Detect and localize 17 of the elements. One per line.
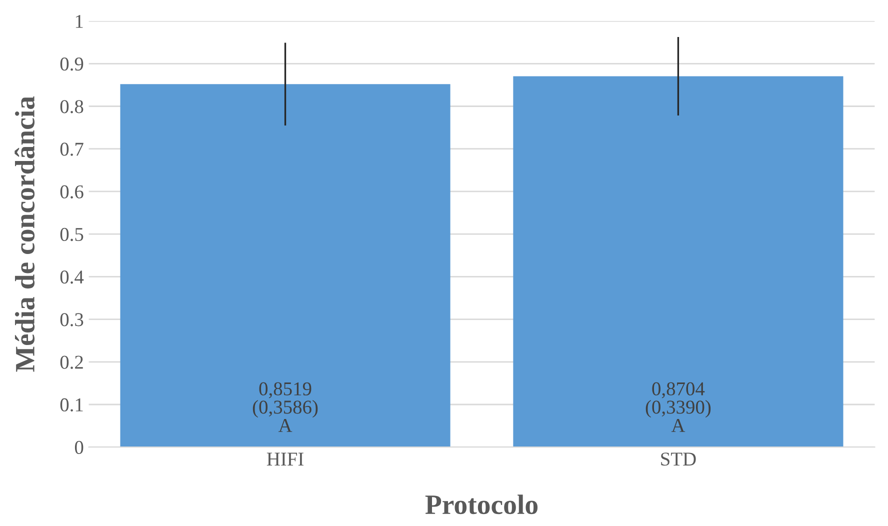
y-tick-label: 0.8 — [60, 100, 84, 114]
y-tick-label: 0.7 — [60, 142, 84, 156]
y-tick-label: 0.2 — [60, 356, 83, 369]
data-label: 0,8519 (0,3586) A — [252, 382, 318, 432]
y-tick-label: 0.3 — [60, 313, 84, 326]
y-tick-label: 0 — [74, 440, 84, 454]
y-tick-label: 0.1 — [60, 398, 83, 412]
y-tick-label: 0.6 — [60, 185, 84, 198]
x-axis-title: Protocolo — [425, 494, 538, 514]
y-tick-label: 0.4 — [60, 270, 84, 284]
y-axis-title: Média de concordância — [14, 96, 35, 372]
x-tick-label: HIFI — [266, 452, 304, 466]
y-tick-label: 1 — [76, 14, 83, 28]
y-tick-label: 0.9 — [60, 57, 84, 71]
data-label: 0,8704 (0,3390) A — [646, 382, 711, 432]
y-tick-label: 0.5 — [60, 228, 84, 242]
x-tick-label: STD — [661, 452, 696, 466]
